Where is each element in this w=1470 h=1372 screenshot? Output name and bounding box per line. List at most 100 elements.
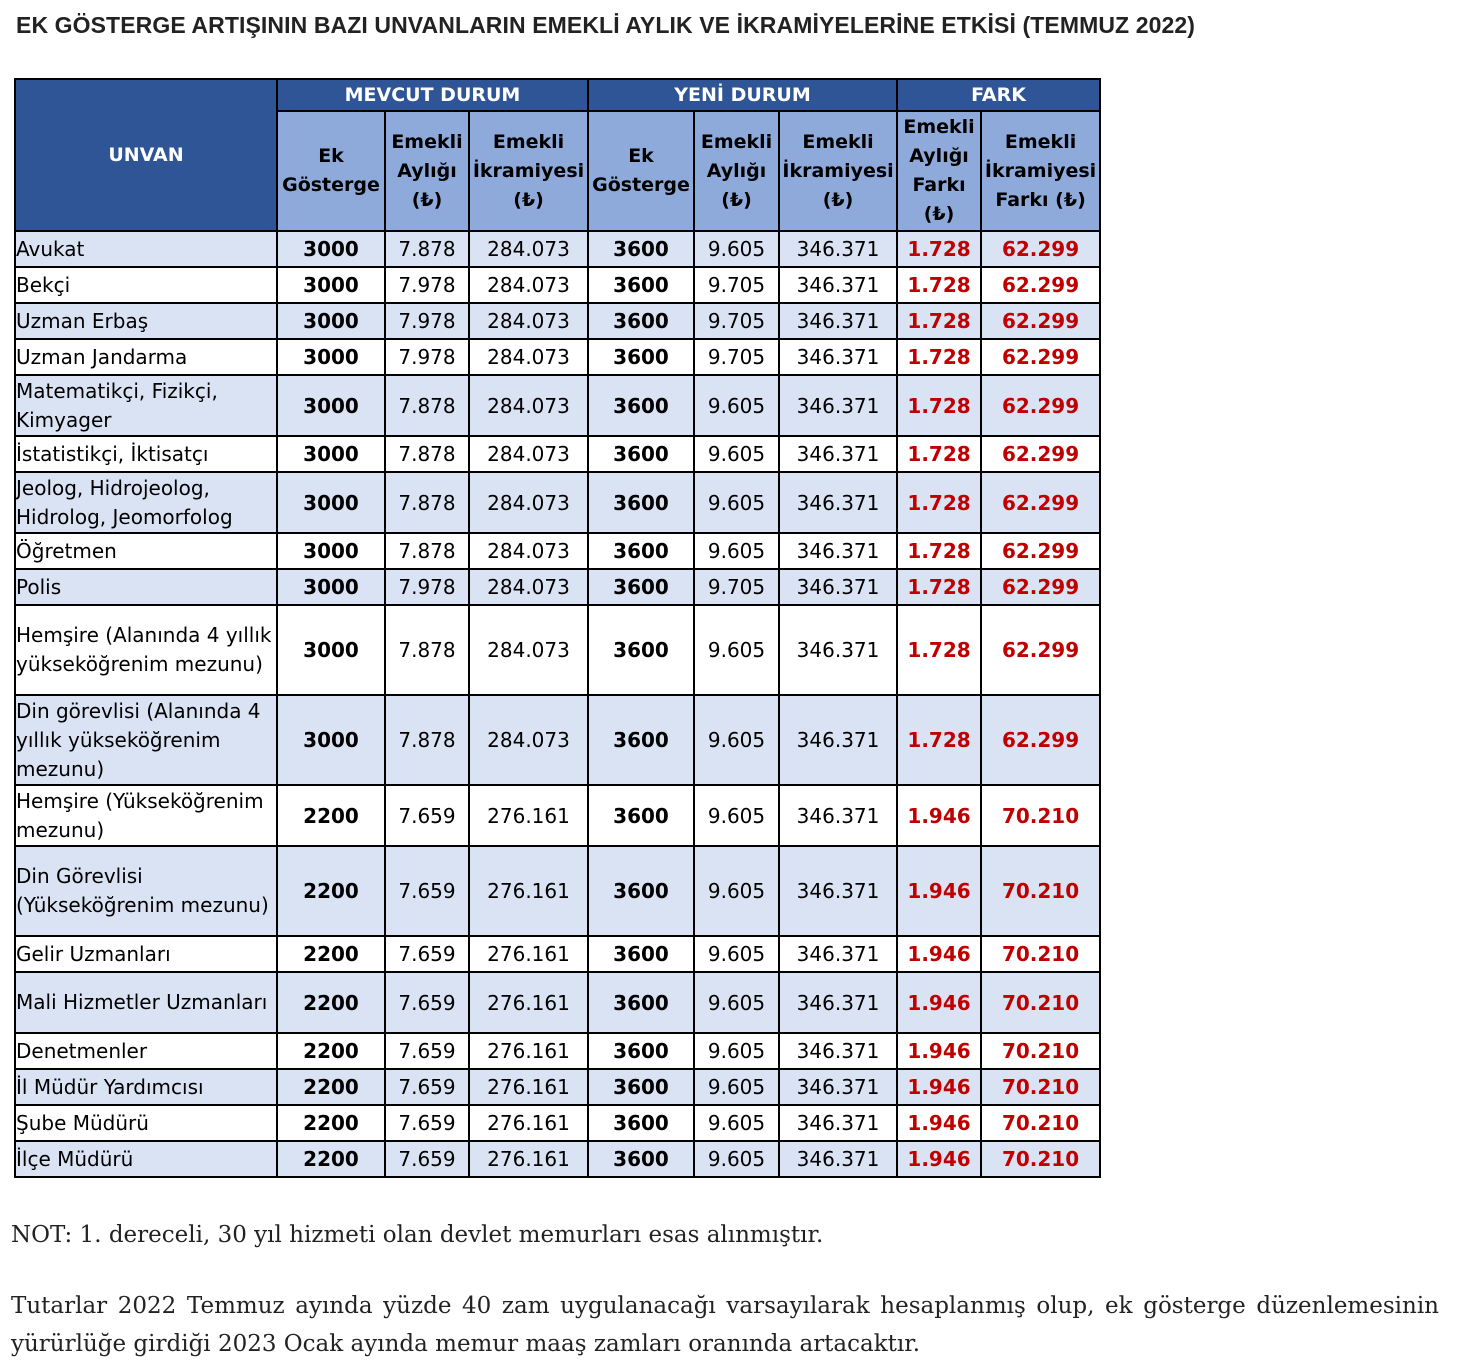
- aylik-yeni-cell: 9.605: [693, 784, 781, 847]
- ek-mevcut-cell: 3000: [276, 230, 386, 268]
- ikramiye-mevcut-cell: 276.161: [467, 784, 590, 847]
- aylik-yeni-cell: 9.605: [693, 374, 781, 437]
- ikramiye-fark-cell: 62.299: [980, 230, 1102, 268]
- aylik-fark-cell: 1.946: [896, 935, 983, 973]
- ikramiye-mevcut-cell: 284.073: [467, 338, 590, 376]
- ek-mevcut-cell: 2200: [276, 1104, 386, 1142]
- ikramiye-fark-cell: 62.299: [980, 532, 1102, 570]
- aylik-yeni-cell: 9.705: [693, 302, 781, 340]
- ikramiye-fark-cell: 70.210: [980, 971, 1102, 1034]
- table-row: Hemşire (Alanında 4 yıllık yükseköğrenim…: [14, 604, 1102, 696]
- footnote: NOT: 1. dereceli, 30 yıl hizmeti olan de…: [11, 1222, 824, 1248]
- ikramiye-yeni-cell: 346.371: [778, 266, 899, 304]
- ikramiye-fark-cell: 62.299: [980, 568, 1102, 606]
- table-row: Denetmenler 2200 7.659 276.161 3600 9.605 346.…: [14, 1032, 1102, 1070]
- aylik-yeni-cell: 9.605: [693, 230, 781, 268]
- aylik-yeni-cell: 9.605: [693, 935, 781, 973]
- emekli-ikramiyesi-yeni-header: Emekli İkramiyesi (₺): [778, 110, 899, 232]
- ek-yeni-cell: 3600: [587, 845, 696, 937]
- aylik-mevcut-cell: 7.878: [384, 694, 470, 786]
- aylik-fark-cell: 1.946: [896, 971, 983, 1034]
- unvan-cell: Polis: [14, 568, 278, 606]
- ek-yeni-cell: 3600: [587, 532, 696, 570]
- ikramiye-yeni-cell: 346.371: [778, 302, 899, 340]
- ek-mevcut-cell: 2200: [276, 1032, 386, 1070]
- unvan-cell: Uzman Erbaş: [14, 302, 278, 340]
- ek-gosterge-yeni-header: Ek Gösterge: [587, 110, 696, 232]
- aylik-fark-cell: 1.946: [896, 1104, 983, 1142]
- aylik-mevcut-cell: 7.978: [384, 302, 470, 340]
- aylik-fark-cell: 1.728: [896, 374, 983, 437]
- ikramiye-yeni-cell: 346.371: [778, 784, 899, 847]
- ikramiye-mevcut-cell: 284.073: [467, 302, 590, 340]
- aylik-mevcut-cell: 7.878: [384, 604, 470, 696]
- ek-mevcut-cell: 3000: [276, 435, 386, 473]
- unvan-cell: Uzman Jandarma: [14, 338, 278, 376]
- ikramiye-yeni-cell: 346.371: [778, 532, 899, 570]
- ikramiye-yeni-cell: 346.371: [778, 935, 899, 973]
- aylik-fark-cell: 1.946: [896, 1068, 983, 1106]
- aylik-mevcut-cell: 7.659: [384, 784, 470, 847]
- sub-header-row: Ek Gösterge Emekli Aylığı (₺) Emekli İkr…: [15, 110, 1102, 232]
- aylik-farki-header: Emekli Aylığı Farkı (₺): [896, 110, 983, 232]
- unvan-cell: Jeolog, Hidrojeolog, Hidrolog, Jeomorfol…: [14, 471, 278, 534]
- ikramiye-yeni-cell: 346.371: [778, 604, 899, 696]
- unvan-cell: Öğretmen: [14, 532, 278, 570]
- ikramiye-mevcut-cell: 284.073: [467, 694, 590, 786]
- aylik-fark-cell: 1.728: [896, 568, 983, 606]
- ikramiye-yeni-cell: 346.371: [778, 1104, 899, 1142]
- aylik-yeni-cell: 9.605: [693, 1032, 781, 1070]
- ek-yeni-cell: 3600: [587, 1104, 696, 1142]
- ikramiye-yeni-cell: 346.371: [778, 374, 899, 437]
- ek-yeni-cell: 3600: [587, 1140, 696, 1178]
- table-row: Gelir Uzmanları 2200 7.659 276.161 3600 9.605…: [14, 935, 1102, 973]
- ek-mevcut-cell: 2200: [276, 784, 386, 847]
- explanation-paragraph: Tutarlar 2022 Temmuz ayında yüzde 40 zam…: [11, 1293, 1439, 1357]
- ek-yeni-cell: 3600: [587, 374, 696, 437]
- ikramiye-fark-cell: 70.210: [980, 784, 1102, 847]
- ek-yeni-cell: 3600: [587, 604, 696, 696]
- ikramiye-mevcut-cell: 276.161: [467, 1104, 590, 1142]
- ek-mevcut-cell: 2200: [276, 845, 386, 937]
- unvan-cell: Avukat: [14, 230, 278, 268]
- ek-yeni-cell: 3600: [587, 266, 696, 304]
- mevcut-durum-header: MEVCUT DURUM: [275, 78, 590, 112]
- aylik-mevcut-cell: 7.978: [384, 266, 470, 304]
- yeni-durum-header: YENİ DURUM: [587, 78, 899, 112]
- table-row: Jeolog, Hidrojeolog, Hidrolog, Jeomorfol…: [14, 471, 1102, 534]
- ek-mevcut-cell: 3000: [276, 338, 386, 376]
- ek-mevcut-cell: 2200: [276, 971, 386, 1034]
- ek-yeni-cell: 3600: [587, 971, 696, 1034]
- ikramiye-mevcut-cell: 284.073: [467, 568, 590, 606]
- ikramiye-mevcut-cell: 284.073: [467, 532, 590, 570]
- ikramiye-yeni-cell: 346.371: [778, 1140, 899, 1178]
- aylik-fark-cell: 1.728: [896, 435, 983, 473]
- aylik-yeni-cell: 9.705: [693, 266, 781, 304]
- aylik-fark-cell: 1.946: [896, 1140, 983, 1178]
- table-row: İlçe Müdürü 2200 7.659 276.161 3600 9.605 346.…: [14, 1140, 1102, 1178]
- unvan-cell: Hemşire (Yükseköğrenim mezunu): [14, 784, 278, 847]
- ikramiye-mevcut-cell: 284.073: [467, 266, 590, 304]
- ek-yeni-cell: 3600: [587, 784, 696, 847]
- ikramiye-mevcut-cell: 276.161: [467, 971, 590, 1034]
- ek-mevcut-cell: 3000: [276, 266, 386, 304]
- unvan-cell: Denetmenler: [14, 1032, 278, 1070]
- ikramiye-fark-cell: 62.299: [980, 338, 1102, 376]
- ikramiye-fark-cell: 62.299: [980, 471, 1102, 534]
- ek-mevcut-cell: 3000: [276, 568, 386, 606]
- aylik-fark-cell: 1.728: [896, 338, 983, 376]
- ikramiye-yeni-cell: 346.371: [778, 694, 899, 786]
- aylik-mevcut-cell: 7.978: [384, 338, 470, 376]
- unvan-cell: Hemşire (Alanında 4 yıllık yükseköğrenim…: [14, 604, 278, 696]
- ikramiye-fark-cell: 62.299: [980, 604, 1102, 696]
- aylik-fark-cell: 1.728: [896, 532, 983, 570]
- emekli-ikramiyesi-mevcut-header: Emekli İkramiyesi (₺): [467, 110, 590, 232]
- table-row: Matematikçi, Fizikçi, Kimyager 3000 7.878 2…: [14, 374, 1102, 437]
- unvan-cell: Matematikçi, Fizikçi, Kimyager: [14, 374, 278, 437]
- ek-yeni-cell: 3600: [587, 694, 696, 786]
- unvan-cell: Şube Müdürü: [14, 1104, 278, 1142]
- ikramiye-mevcut-cell: 276.161: [467, 935, 590, 973]
- unvan-cell: İlçe Müdürü: [14, 1140, 278, 1178]
- ikramiye-fark-cell: 70.210: [980, 845, 1102, 937]
- table-row: Hemşire (Yükseköğrenim mezunu) 2200 7.659 2…: [14, 784, 1102, 847]
